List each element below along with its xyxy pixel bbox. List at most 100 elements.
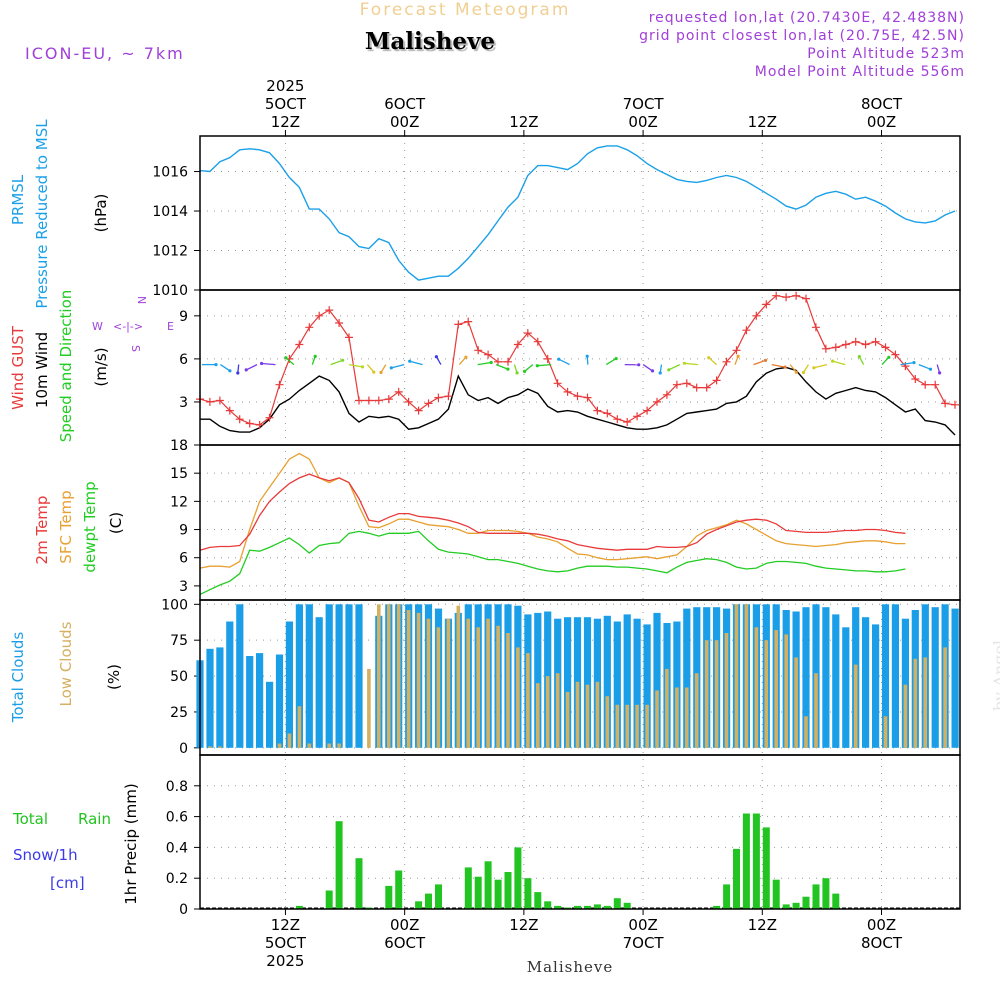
temp-tick-label: 15 bbox=[170, 466, 188, 482]
wind-gust-marker bbox=[434, 393, 443, 402]
total-clouds-bar bbox=[881, 604, 890, 748]
total-clouds-bar bbox=[564, 617, 572, 748]
low-clouds-bar bbox=[536, 683, 540, 748]
low-clouds-bar bbox=[426, 618, 431, 748]
total-clouds-bar bbox=[623, 614, 631, 748]
rain-bar bbox=[554, 905, 562, 909]
rain-bar bbox=[772, 879, 780, 909]
wind-direction-arrow bbox=[771, 363, 787, 369]
rain-bar bbox=[504, 872, 512, 909]
wind-gust-marker bbox=[603, 409, 612, 418]
wind-gust-marker bbox=[672, 380, 681, 389]
wind-panel-frame bbox=[199, 289, 961, 446]
rain-bar bbox=[544, 901, 552, 909]
low-clouds-bar bbox=[367, 668, 371, 748]
rain-bar bbox=[792, 902, 800, 909]
wind-direction-arrow bbox=[642, 364, 655, 373]
wind-direction-arrow bbox=[434, 355, 442, 365]
total-clouds-bar bbox=[325, 604, 333, 748]
wind-gust-marker bbox=[305, 323, 314, 332]
low-clouds-bar bbox=[208, 746, 212, 748]
rain-bar bbox=[415, 901, 423, 909]
wind-gust-marker bbox=[911, 375, 920, 383]
wind-gust-marker bbox=[295, 340, 304, 349]
low-clouds-bar bbox=[446, 618, 451, 748]
pressure-label-prmsl: PRMSL bbox=[9, 174, 27, 225]
footer-location: Malisheve bbox=[526, 958, 614, 976]
wind-gust-marker bbox=[335, 319, 344, 327]
top-time-label: 00Z bbox=[867, 113, 896, 131]
wind-direction-arrow bbox=[557, 357, 570, 366]
wind-tick-label: 6 bbox=[179, 352, 188, 368]
wind-direction-arrow bbox=[408, 359, 423, 366]
wind-gust-marker bbox=[414, 406, 423, 415]
wind-gust-marker bbox=[464, 317, 473, 326]
compass-east: E bbox=[167, 320, 174, 333]
wind-gust-marker bbox=[861, 340, 870, 349]
wind-gust-marker bbox=[523, 329, 532, 338]
rain-bar bbox=[584, 905, 591, 909]
wind-label-gust: Wind GUST bbox=[9, 325, 27, 410]
wind-gust-marker bbox=[583, 393, 592, 402]
pressure-panel-frame bbox=[199, 135, 961, 291]
rain-bar bbox=[514, 847, 522, 909]
wind-gust-marker bbox=[752, 311, 761, 320]
supertitle: Forecast Meteogram bbox=[359, 0, 571, 20]
wind-direction-arrow bbox=[330, 358, 345, 366]
wind-direction-arrow bbox=[495, 363, 510, 371]
precip-label-snow: Snow/1h bbox=[13, 846, 78, 864]
low-clouds-bar bbox=[297, 706, 302, 748]
precip-tick-label: 0 bbox=[179, 902, 188, 918]
low-clouds-bar bbox=[387, 604, 391, 748]
rain-bar bbox=[474, 876, 482, 909]
wind-gust-marker bbox=[821, 344, 830, 353]
low-clouds-bar bbox=[903, 684, 908, 748]
wind-gust-marker bbox=[573, 392, 582, 401]
wind-gust-marker bbox=[653, 397, 661, 406]
clouds-tick-label: 100 bbox=[161, 597, 188, 613]
wind-panel: 9 6 3 bbox=[179, 291, 960, 436]
rain-bar bbox=[742, 813, 750, 909]
wind-gust-marker bbox=[782, 293, 791, 302]
temp-tick-label: 18 bbox=[170, 438, 188, 454]
pressure-panel: 1016 1014 1012 1010 bbox=[152, 145, 960, 299]
wind-direction-arrow bbox=[667, 364, 681, 372]
precip-panel: 0.8 0.6 0.4 0.2 0 bbox=[166, 779, 960, 918]
low-clouds-bar bbox=[327, 743, 331, 748]
precip-tick-label: 0.4 bbox=[166, 840, 188, 856]
temp-label-dewpt: dewpt Temp bbox=[81, 481, 99, 572]
rain-bar bbox=[534, 892, 542, 909]
rain-bar bbox=[355, 858, 363, 909]
grid-point-coordinates: grid point closest lon,lat (20.75E, 42.5… bbox=[639, 28, 965, 44]
wind-direction-arrow bbox=[513, 364, 519, 375]
total-clouds-bar bbox=[335, 604, 343, 748]
total-clouds-bar bbox=[305, 604, 313, 748]
low-clouds-bar bbox=[734, 604, 739, 748]
wind-gust-marker bbox=[881, 343, 890, 352]
compass-north: N bbox=[135, 296, 148, 304]
low-clouds-bar bbox=[615, 704, 620, 748]
top-time-label: 2025 bbox=[266, 77, 304, 95]
rain-bar bbox=[464, 867, 472, 909]
low-clouds-bar bbox=[694, 673, 699, 748]
wind-gust-marker bbox=[772, 291, 781, 300]
wind-gust-marker bbox=[563, 387, 572, 396]
total-clouds-bar bbox=[862, 617, 870, 748]
pressure-unit: (hPa) bbox=[92, 194, 110, 233]
wind-gust-marker bbox=[424, 399, 433, 408]
temp-label-sfc: SFC Temp bbox=[57, 490, 75, 563]
low-clouds-bar bbox=[764, 640, 769, 748]
wind-gust-marker bbox=[235, 415, 244, 424]
bottom-time-label: 12Z bbox=[509, 916, 538, 934]
wind-direction-arrow bbox=[260, 361, 276, 366]
low-clouds-bar bbox=[774, 630, 778, 748]
low-clouds-bar bbox=[307, 743, 312, 748]
compass-south: S bbox=[129, 345, 142, 352]
wind-gust-marker bbox=[265, 413, 274, 422]
total-clouds-bar bbox=[633, 618, 641, 748]
wind-label-speed-direction: Speed and Direction bbox=[57, 290, 75, 443]
low-clouds-bar bbox=[486, 618, 490, 748]
total-clouds-bar bbox=[822, 607, 830, 748]
low-clouds-bar bbox=[516, 647, 520, 748]
